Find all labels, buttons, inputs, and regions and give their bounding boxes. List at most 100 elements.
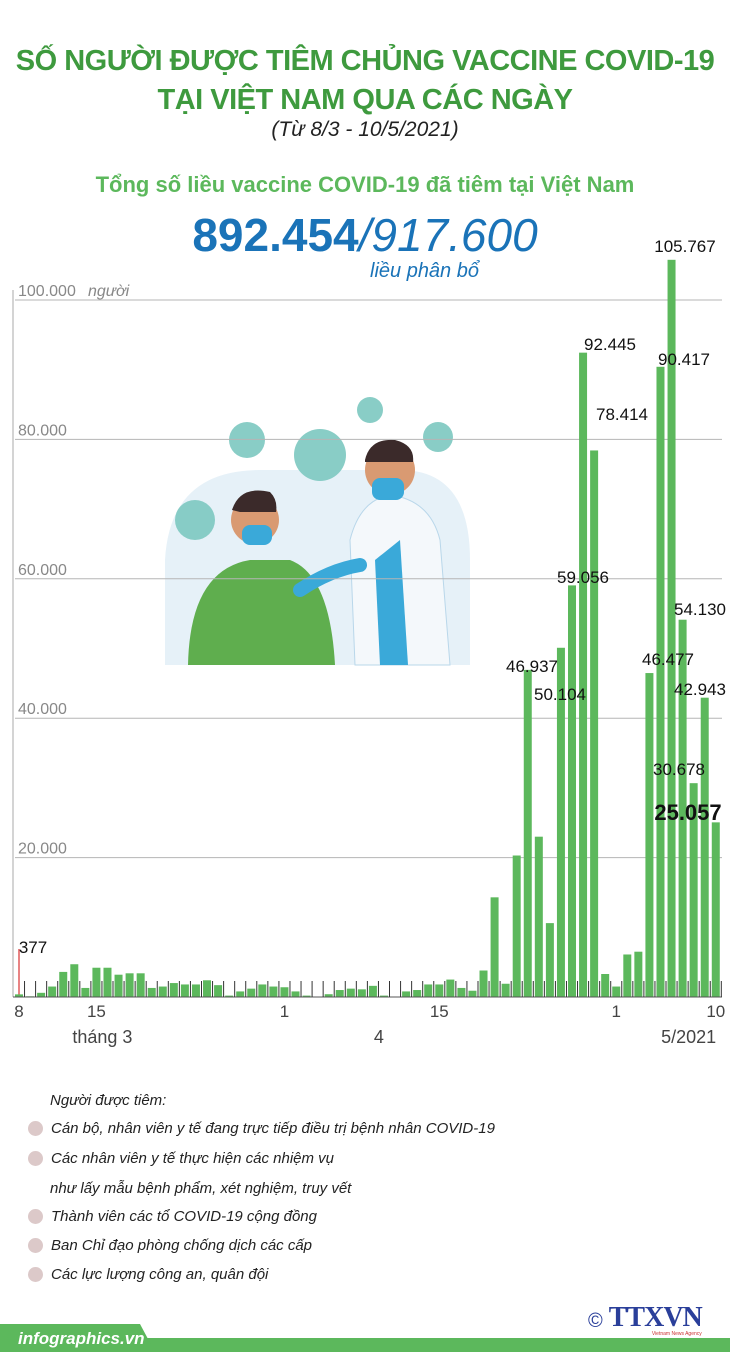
- legend-item: Cán bộ, nhân viên y tế đang trực tiếp đi…: [28, 1120, 495, 1137]
- bar: [147, 987, 156, 997]
- bar: [556, 647, 565, 997]
- bar: [501, 983, 510, 997]
- bar: [37, 992, 46, 997]
- legend-item-text: Thành viên các tổ COVID-19 cộng đồng: [51, 1208, 317, 1225]
- bar: [678, 619, 687, 997]
- bullet-icon: [28, 1267, 43, 1282]
- bar: [468, 990, 477, 997]
- bar: [435, 984, 444, 997]
- bar: [15, 994, 23, 997]
- data-label: 46.477: [642, 650, 694, 669]
- bullet-icon: [28, 1238, 43, 1253]
- bar: [368, 985, 377, 997]
- bar: [92, 967, 101, 997]
- bar: [545, 923, 554, 997]
- vaccination-illustration: [165, 397, 470, 666]
- doses-allocated: /917.600: [358, 209, 538, 261]
- bar: [291, 991, 300, 997]
- title-line-2: TẠI VIỆT NAM QUA CÁC NGÀY: [157, 84, 573, 116]
- bar: [225, 995, 234, 997]
- legend-item-text: Cán bộ, nhân viên y tế đang trực tiếp đi…: [51, 1120, 495, 1137]
- data-label: 105.767: [654, 237, 715, 256]
- bar: [479, 970, 488, 997]
- y-axis-unit: người: [88, 283, 130, 300]
- x-tick-label: 1: [612, 1002, 621, 1021]
- legend-item: Ban Chỉ đạo phòng chống dịch các cấp: [28, 1237, 312, 1254]
- logo-subtext: Vietnam News Agency: [651, 1331, 702, 1337]
- total-doses-label: Tổng số liều vaccine COVID-19 đã tiêm tạ…: [95, 172, 635, 197]
- data-label: 59.056: [557, 568, 609, 587]
- bar: [169, 983, 178, 997]
- y-tick-label: 60.000: [18, 562, 67, 579]
- ttxvn-logo: © TTXVN Vietnam News Agency: [588, 1302, 703, 1338]
- bar: [258, 984, 267, 997]
- bar: [490, 897, 499, 997]
- y-tick-label: 100.000: [18, 283, 76, 300]
- bar: [136, 973, 145, 997]
- bar: [579, 352, 588, 998]
- bar: [656, 366, 665, 997]
- legend-item: Thành viên các tổ COVID-19 cộng đồng: [28, 1208, 317, 1225]
- bar: [335, 990, 344, 997]
- bar: [446, 979, 455, 997]
- bar: [634, 951, 643, 997]
- bar: [457, 987, 466, 997]
- x-tick-label: 10: [706, 1002, 725, 1021]
- month-label: 5/2021: [661, 1027, 716, 1047]
- bar: [711, 822, 720, 997]
- x-tick-label: 15: [430, 1002, 449, 1021]
- bar: [424, 984, 433, 997]
- bar: [214, 985, 223, 997]
- bullet-icon: [28, 1121, 43, 1136]
- bar: [280, 987, 289, 997]
- bar: [568, 585, 576, 997]
- bar: [59, 971, 68, 997]
- month-label: tháng 3: [72, 1027, 132, 1047]
- logo-text: TTXVN: [608, 1302, 703, 1333]
- data-label: 54.130: [674, 600, 726, 619]
- bar: [534, 836, 543, 997]
- bar: [645, 673, 654, 997]
- legend-heading: Người được tiêm:: [50, 1092, 167, 1109]
- doses-administered: 892.454: [192, 209, 359, 261]
- site-link[interactable]: infographics.vn: [18, 1329, 145, 1348]
- bar-marker-line: [18, 949, 20, 997]
- legend-item: Các lực lượng công an, quân đội: [28, 1266, 268, 1283]
- total-doses-figure: 892.454/917.600: [0, 208, 730, 262]
- bar: [81, 987, 90, 997]
- bar: [402, 991, 411, 997]
- date-range-subtitle: (Từ 8/3 - 10/5/2021): [271, 118, 459, 141]
- bar: [203, 980, 212, 997]
- allocated-label: liều phân bổ: [370, 260, 479, 282]
- data-label: 377: [19, 938, 47, 957]
- bar: [689, 783, 698, 997]
- x-tick-label: 1: [280, 1002, 289, 1021]
- footer-bar: [0, 1338, 730, 1352]
- data-label: 92.445: [584, 335, 636, 354]
- bar: [413, 990, 422, 997]
- bar: [48, 986, 57, 997]
- bar: [523, 669, 532, 997]
- bar: [191, 984, 200, 997]
- bullet-icon: [28, 1209, 43, 1224]
- legend-item-text: Ban Chỉ đạo phòng chống dịch các cấp: [51, 1237, 313, 1254]
- data-label: 90.417: [658, 350, 710, 369]
- legend-item-text: Các lực lượng công an, quân đội: [51, 1266, 269, 1283]
- month-label: 4: [374, 1027, 384, 1047]
- data-label: 78.414: [596, 405, 648, 424]
- bar: [512, 855, 521, 997]
- bar: [103, 967, 112, 997]
- y-tick-label: 40.000: [18, 701, 67, 718]
- data-label: 50.104: [534, 685, 586, 704]
- bar: [269, 986, 278, 997]
- legend-item: Các nhân viên y tế thực hiện các nhiệm v…: [28, 1150, 334, 1167]
- bar: [158, 986, 167, 997]
- page-title: SỐ NGƯỜI ĐƯỢC TIÊM CHỦNG VACCINE COVID-1…: [0, 42, 730, 120]
- bar: [623, 954, 632, 997]
- y-tick-label: 20.000: [18, 841, 67, 858]
- bar-chart: 20.000 40.000 60.000 80.000 100.000 người 377…: [12, 237, 726, 1047]
- bar: [601, 973, 610, 997]
- bar: [357, 989, 366, 997]
- bar: [70, 964, 79, 997]
- bar: [700, 697, 709, 997]
